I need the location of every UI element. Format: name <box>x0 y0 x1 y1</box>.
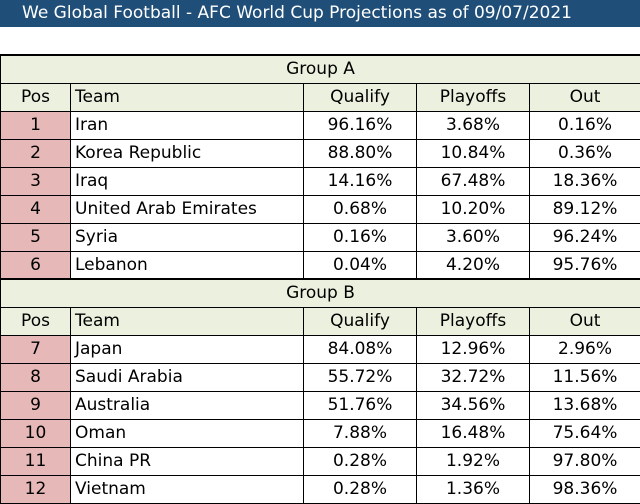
column-header-playoffs: Playoffs <box>417 83 530 111</box>
playoffs-cell: 34.56% <box>417 391 530 419</box>
team-cell: Australia <box>71 391 304 419</box>
team-cell: China PR <box>71 447 304 475</box>
out-cell: 2.96% <box>530 335 640 363</box>
pos-cell: 9 <box>1 391 71 419</box>
pos-cell: 2 <box>1 139 71 167</box>
qualify-cell: 96.16% <box>304 111 417 139</box>
team-cell: Lebanon <box>71 251 304 279</box>
pos-cell: 6 <box>1 251 71 279</box>
team-cell: Vietnam <box>71 475 304 503</box>
playoffs-cell: 3.68% <box>417 111 530 139</box>
column-header-out: Out <box>530 83 640 111</box>
qualify-cell: 55.72% <box>304 363 417 391</box>
qualify-cell: 0.28% <box>304 475 417 503</box>
group-header-row: Group A <box>1 55 640 83</box>
out-cell: 0.16% <box>530 111 640 139</box>
pos-cell: 1 <box>1 111 71 139</box>
team-cell: Iraq <box>71 167 304 195</box>
column-header-qualify: Qualify <box>304 83 417 111</box>
qualify-cell: 0.04% <box>304 251 417 279</box>
qualify-cell: 88.80% <box>304 139 417 167</box>
qualify-cell: 51.76% <box>304 391 417 419</box>
qualify-cell: 14.16% <box>304 167 417 195</box>
playoffs-cell: 4.20% <box>417 251 530 279</box>
pos-cell: 11 <box>1 447 71 475</box>
team-cell: United Arab Emirates <box>71 195 304 223</box>
out-cell: 89.12% <box>530 195 640 223</box>
group-title: Group A <box>1 55 640 83</box>
column-header-pos: Pos <box>1 307 71 335</box>
column-header-playoffs: Playoffs <box>417 307 530 335</box>
team-cell: Saudi Arabia <box>71 363 304 391</box>
qualify-cell: 0.68% <box>304 195 417 223</box>
page-title: We Global Football - AFC World Cup Proje… <box>0 0 640 27</box>
team-cell: Syria <box>71 223 304 251</box>
column-header-pos: Pos <box>1 83 71 111</box>
out-cell: 96.24% <box>530 223 640 251</box>
out-cell: 11.56% <box>530 363 640 391</box>
team-cell: Iran <box>71 111 304 139</box>
team-cell: Oman <box>71 419 304 447</box>
out-cell: 97.80% <box>530 447 640 475</box>
column-header-team: Team <box>71 307 304 335</box>
qualify-cell: 0.16% <box>304 223 417 251</box>
pos-cell: 10 <box>1 419 71 447</box>
column-header-out: Out <box>530 307 640 335</box>
qualify-cell: 84.08% <box>304 335 417 363</box>
pos-cell: 3 <box>1 167 71 195</box>
pos-cell: 5 <box>1 223 71 251</box>
spacer-row <box>0 27 640 54</box>
group-title: Group B <box>1 279 640 307</box>
qualify-cell: 0.28% <box>304 447 417 475</box>
playoffs-cell: 1.36% <box>417 475 530 503</box>
out-cell: 13.68% <box>530 391 640 419</box>
playoffs-cell: 12.96% <box>417 335 530 363</box>
playoffs-cell: 16.48% <box>417 419 530 447</box>
playoffs-cell: 32.72% <box>417 363 530 391</box>
playoffs-cell: 1.92% <box>417 447 530 475</box>
column-header-qualify: Qualify <box>304 307 417 335</box>
out-cell: 95.76% <box>530 251 640 279</box>
team-cell: Korea Republic <box>71 139 304 167</box>
out-cell: 98.36% <box>530 475 640 503</box>
qualify-cell: 7.88% <box>304 419 417 447</box>
pos-cell: 12 <box>1 475 71 503</box>
playoffs-cell: 3.60% <box>417 223 530 251</box>
pos-cell: 4 <box>1 195 71 223</box>
out-cell: 75.64% <box>530 419 640 447</box>
team-cell: Japan <box>71 335 304 363</box>
playoffs-cell: 67.48% <box>417 167 530 195</box>
pos-cell: 7 <box>1 335 71 363</box>
pos-cell: 8 <box>1 363 71 391</box>
out-cell: 0.36% <box>530 139 640 167</box>
playoffs-cell: 10.84% <box>417 139 530 167</box>
playoffs-cell: 10.20% <box>417 195 530 223</box>
group-header-row: Group B <box>1 279 640 307</box>
column-header-team: Team <box>71 83 304 111</box>
out-cell: 18.36% <box>530 167 640 195</box>
